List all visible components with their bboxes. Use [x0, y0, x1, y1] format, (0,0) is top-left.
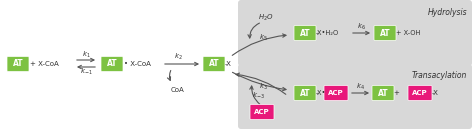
- FancyBboxPatch shape: [238, 64, 472, 129]
- Text: Hydrolysis: Hydrolysis: [428, 8, 467, 17]
- Text: $k_2$: $k_2$: [173, 52, 182, 62]
- FancyArrowPatch shape: [167, 70, 171, 80]
- FancyBboxPatch shape: [238, 0, 472, 66]
- Text: ACP: ACP: [328, 90, 344, 96]
- FancyBboxPatch shape: [294, 86, 316, 100]
- FancyArrowPatch shape: [236, 73, 286, 94]
- Text: $k_{-3}$: $k_{-3}$: [252, 91, 265, 101]
- Text: $k_5$: $k_5$: [259, 33, 268, 43]
- FancyArrowPatch shape: [232, 34, 286, 55]
- FancyArrowPatch shape: [165, 62, 198, 66]
- Text: +: +: [393, 90, 399, 96]
- Text: AT: AT: [380, 29, 390, 38]
- FancyBboxPatch shape: [294, 26, 316, 41]
- Text: $H_2O$: $H_2O$: [258, 13, 274, 23]
- FancyBboxPatch shape: [372, 86, 394, 100]
- FancyBboxPatch shape: [7, 57, 29, 71]
- FancyBboxPatch shape: [408, 86, 432, 100]
- Text: $k_1$: $k_1$: [82, 50, 91, 60]
- Text: $k_3$: $k_3$: [259, 82, 268, 92]
- Text: AT: AT: [107, 59, 117, 68]
- FancyArrowPatch shape: [77, 58, 94, 62]
- Text: + X-CoA: + X-CoA: [30, 61, 59, 67]
- FancyArrowPatch shape: [248, 23, 259, 38]
- Text: -X•H₂O: -X•H₂O: [316, 30, 339, 36]
- Text: -X•: -X•: [316, 90, 327, 96]
- Text: AT: AT: [300, 29, 310, 38]
- FancyBboxPatch shape: [203, 57, 225, 71]
- Text: -X: -X: [432, 90, 439, 96]
- FancyArrowPatch shape: [232, 72, 286, 91]
- Text: AT: AT: [209, 59, 219, 68]
- FancyArrowPatch shape: [352, 91, 368, 95]
- Text: AT: AT: [300, 88, 310, 98]
- FancyBboxPatch shape: [250, 104, 274, 119]
- Text: • X-CoA: • X-CoA: [124, 61, 151, 67]
- Text: CoA: CoA: [171, 87, 185, 93]
- Text: $k_4$: $k_4$: [356, 82, 365, 92]
- Text: ACP: ACP: [412, 90, 428, 96]
- FancyBboxPatch shape: [101, 57, 123, 71]
- Text: ACP: ACP: [254, 109, 270, 115]
- FancyArrowPatch shape: [78, 65, 95, 69]
- Text: $k_6$: $k_6$: [356, 22, 365, 32]
- FancyBboxPatch shape: [324, 86, 348, 100]
- FancyArrowPatch shape: [353, 31, 369, 35]
- Text: AT: AT: [378, 88, 388, 98]
- Text: $k_{-1}$: $k_{-1}$: [80, 67, 92, 77]
- FancyArrowPatch shape: [250, 86, 260, 104]
- Text: + X-OH: + X-OH: [396, 30, 420, 36]
- FancyBboxPatch shape: [374, 26, 396, 41]
- Text: -X: -X: [225, 61, 232, 67]
- Text: Transacylation: Transacylation: [411, 71, 467, 80]
- Text: AT: AT: [13, 59, 23, 68]
